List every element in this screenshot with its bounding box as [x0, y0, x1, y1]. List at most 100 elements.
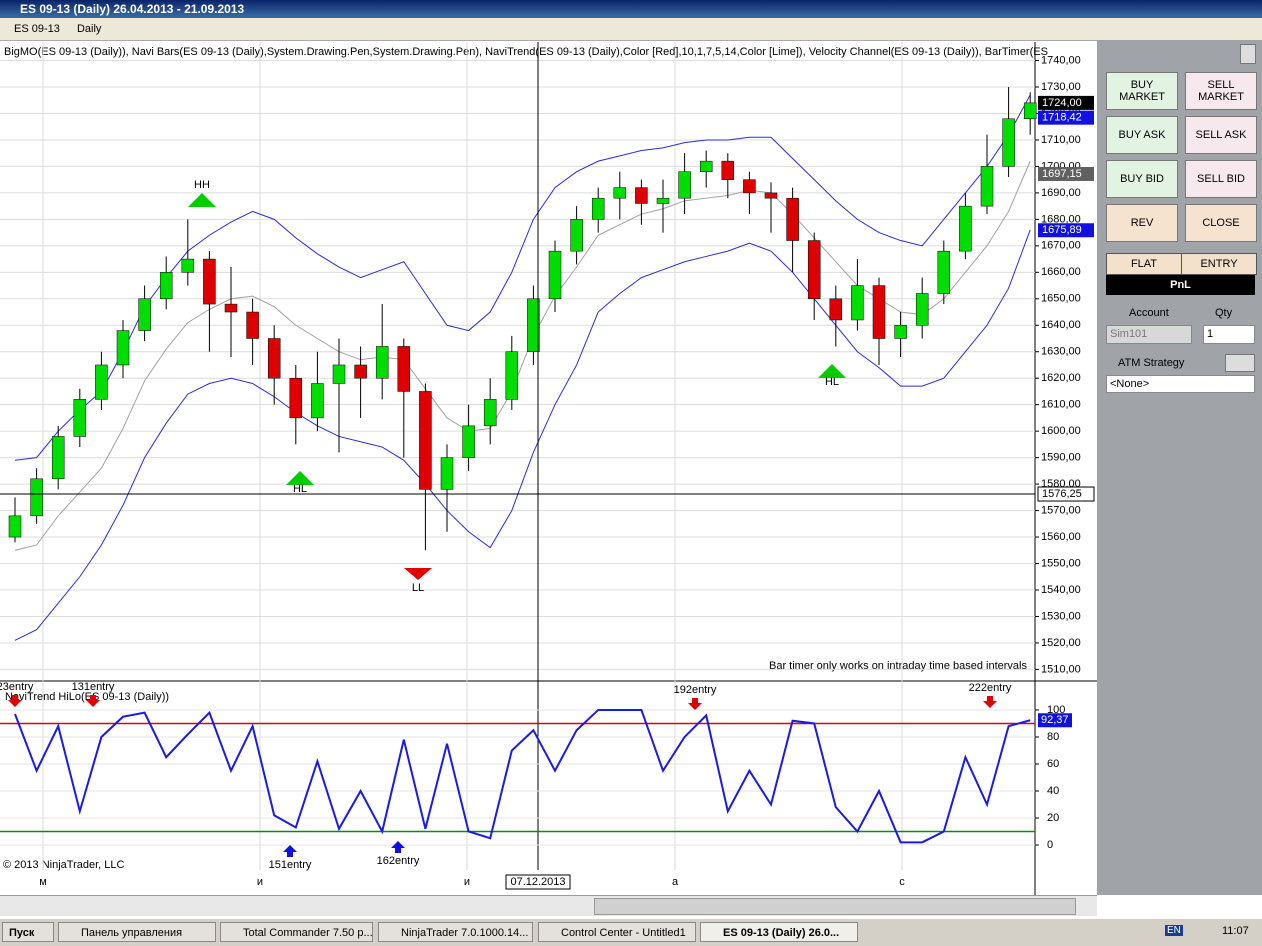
candle-body [289, 377, 303, 419]
candle-body [1023, 102, 1037, 120]
signal-label: 131entry [72, 681, 115, 693]
candle-body [721, 160, 735, 180]
candle-body [332, 364, 346, 384]
candle-body [635, 187, 648, 204]
account-select[interactable]: Sim101 [1106, 325, 1192, 344]
candle-body [699, 160, 713, 172]
start-button[interactable]: Пуск [2, 922, 54, 942]
candle-body [980, 166, 994, 207]
y-tick-label: 1520,00 [1041, 637, 1081, 649]
swing-marker [286, 471, 314, 485]
crosshair-date: 07.12.2013 [510, 876, 565, 888]
candle-body [743, 179, 756, 194]
oscillator-line [14, 708, 1031, 844]
candle-body [894, 325, 907, 339]
swing-label: HH [194, 179, 210, 191]
task-item[interactable]: Total Commander 7.50 p... [220, 922, 373, 942]
swing-label: HL [825, 376, 839, 388]
scroll-thumb[interactable] [594, 898, 1076, 915]
task-item[interactable]: Панель управления [58, 922, 216, 942]
swing-marker [188, 193, 216, 207]
y-tick-label: 1660,00 [1041, 266, 1081, 278]
position-flat: FLAT [1106, 253, 1182, 275]
atm-select[interactable]: <None> [1106, 375, 1255, 393]
window-title: ES 09-13 (Daily) 26.04.2013 - 21.09.2013 [0, 0, 1262, 18]
sell-ask[interactable]: SELL ASK [1185, 116, 1257, 154]
y-tick-label: 1740,00 [1041, 54, 1081, 66]
signal-label: 192entry [674, 684, 717, 696]
sell-bid[interactable]: SELL BID [1185, 160, 1257, 198]
sell-market[interactable]: SELL MARKET [1185, 72, 1257, 110]
candle-body [30, 478, 43, 517]
instrument-selector[interactable]: ES 09-13 [14, 23, 60, 35]
candle-body [51, 436, 65, 480]
y-tick-label: 1630,00 [1041, 346, 1081, 358]
candle-body [116, 330, 130, 366]
y-tick-label: 40 [1047, 785, 1059, 797]
y-tick-label: 1690,00 [1041, 187, 1081, 199]
y-tick-label: 1600,00 [1041, 425, 1081, 437]
reverse[interactable]: REV [1106, 204, 1178, 242]
x-tick-label: и [257, 876, 263, 888]
interval-selector[interactable]: Daily [76, 23, 102, 35]
language[interactable]: EN [1165, 925, 1183, 936]
copyright: © 2013 NinjaTrader, LLC [3, 859, 124, 871]
y-tick-label: 1540,00 [1041, 584, 1081, 596]
qty-input[interactable]: 1 [1203, 325, 1255, 344]
y-tick-label: 1680,00 [1041, 213, 1081, 225]
buy-bid[interactable]: BUY BID [1106, 160, 1178, 198]
buy-market[interactable]: BUY MARKET [1106, 72, 1178, 110]
y-tick-label: 1530,00 [1041, 610, 1081, 622]
candle-body [440, 457, 454, 490]
panel-scroll-up[interactable] [1240, 44, 1256, 64]
atm-label: ATM Strategy [1118, 357, 1185, 369]
y-tick-label: 1510,00 [1041, 663, 1081, 675]
candle-body [915, 293, 929, 326]
swing-label: HL [293, 483, 307, 495]
signal-arrow [391, 841, 405, 853]
close[interactable]: CLOSE [1185, 204, 1257, 242]
horizontal-scrollbar[interactable] [0, 895, 1097, 916]
y-tick-label: 1610,00 [1041, 399, 1081, 411]
candle-body [246, 311, 259, 339]
y-tick-label: 1620,00 [1041, 372, 1081, 384]
candle-body [1002, 118, 1015, 167]
candle-body [527, 298, 540, 352]
y-tick-label: 1650,00 [1041, 293, 1081, 305]
buy-ask[interactable]: BUY ASK [1106, 116, 1178, 154]
price-marker [1038, 110, 1094, 125]
candle-body [872, 285, 886, 339]
last-value-box [1038, 713, 1072, 728]
signal-arrow [8, 695, 22, 707]
signal-arrow [86, 695, 100, 707]
task-item[interactable]: NinjaTrader 7.0.1000.14... [378, 922, 533, 942]
signal-label: 23entry [0, 681, 34, 693]
task-item[interactable]: Control Center - Untitled1 [538, 922, 696, 942]
task-item[interactable]: ES 09-13 (Daily) 26.0... [700, 922, 858, 942]
y-tick-label: 1570,00 [1041, 504, 1081, 516]
order-panel: BUY MARKET SELL MARKET BUY ASK SELL ASK … [1097, 40, 1262, 895]
signal-arrow [983, 696, 997, 708]
indicator-list: BigMO(ES 09-13 (Daily)), Navi Bars(ES 09… [4, 46, 1048, 58]
signal-label: 151entry [269, 859, 312, 871]
candle-body [397, 346, 411, 392]
x-tick-label: а [672, 876, 679, 888]
y-tick-label: 1550,00 [1041, 557, 1081, 569]
candle-body [159, 272, 173, 300]
y-tick-label: 1560,00 [1041, 531, 1081, 543]
candle-body [505, 351, 519, 400]
swing-label: LL [412, 582, 424, 594]
chart: BigMO(ES 09-13 (Daily)), Navi Bars(ES 09… [0, 42, 1097, 895]
candle-body [267, 338, 281, 379]
candle-body [73, 399, 87, 437]
y-tick-label: 80 [1047, 731, 1059, 743]
candle-body [203, 258, 216, 305]
atm-options[interactable] [1225, 354, 1255, 372]
candle-body [138, 298, 151, 331]
last-value-label: 92,37 [1041, 714, 1069, 726]
candle-body [8, 515, 22, 538]
candle-body [851, 285, 864, 321]
channel-line [14, 94, 1031, 461]
crosshair-box [1037, 486, 1095, 502]
